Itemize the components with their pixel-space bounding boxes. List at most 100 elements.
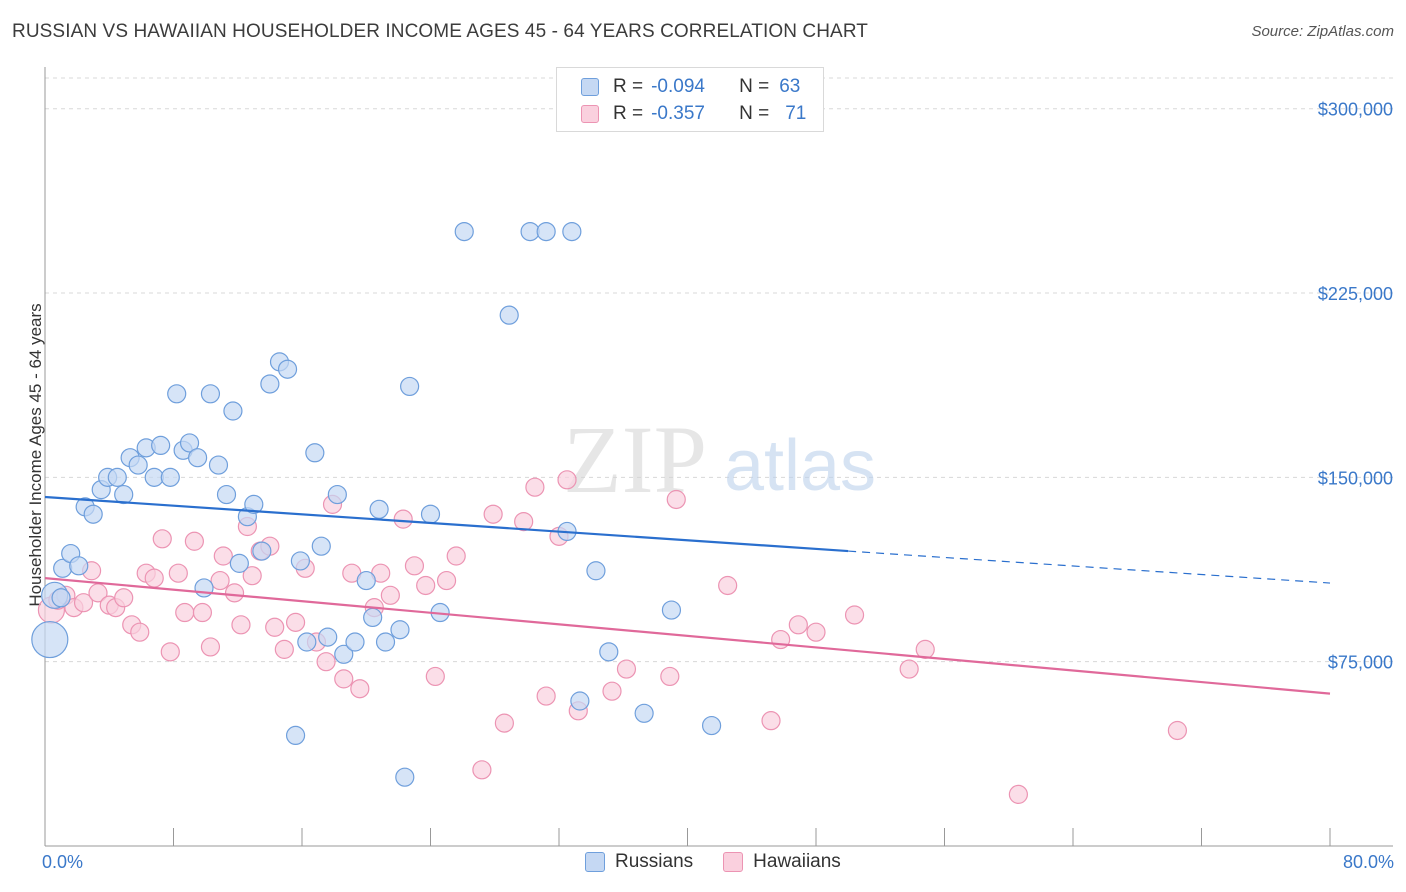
russians-point — [363, 607, 383, 628]
russians-point — [208, 455, 229, 475]
russians-point — [454, 222, 474, 242]
y-tick-label: $300,000 — [1318, 100, 1393, 120]
y-tick-labels: $75,000 $150,000 $225,000 $300,000 — [1318, 100, 1393, 673]
hawaiians-point — [316, 652, 336, 672]
chart-source: Source: ZipAtlas.com — [1251, 23, 1394, 40]
series-swatch-russians — [585, 852, 605, 872]
russians-point — [297, 632, 317, 652]
russians-point — [200, 384, 221, 404]
russians-point — [536, 222, 556, 242]
russians-point — [128, 455, 148, 475]
series-legend-russians: Russians — [585, 851, 693, 873]
russians-trendline-extension — [848, 550, 1331, 584]
series-label-hawaiians: Hawaiians — [753, 851, 841, 872]
legend-n-value-russians: 63 — [779, 76, 801, 97]
legend-r-value-hawaiians: -0.357 — [651, 103, 705, 124]
legend-n-label: N = — [739, 103, 770, 124]
russians-point — [285, 725, 306, 746]
hawaiians-point — [666, 489, 686, 510]
hawaiians-point — [425, 666, 445, 687]
russians-point — [356, 570, 376, 591]
russians-point — [277, 359, 298, 379]
hawaiians-point — [334, 669, 354, 689]
russians-point — [334, 644, 354, 664]
hawaiians-point — [152, 529, 172, 549]
hawaiians-point — [718, 575, 738, 596]
hawaiians-point — [602, 681, 622, 701]
russians-point — [194, 578, 214, 598]
hawaiians-point — [393, 509, 413, 529]
hawaiians-point — [536, 686, 556, 706]
legend-row-russians: R = -0.094 N = 63 — [581, 74, 800, 100]
russians-point — [395, 767, 415, 787]
hawaiians-point — [525, 477, 545, 497]
y-tick-label: $225,000 — [1318, 284, 1393, 304]
hawaiians-point — [274, 639, 294, 659]
hawaiians-point — [242, 566, 262, 586]
hawaiians-point — [616, 659, 637, 679]
russians-trendline — [44, 495, 849, 553]
russians-point — [420, 504, 441, 524]
hawaiians-point — [350, 679, 370, 699]
trendlines — [44, 495, 1331, 695]
hawaiians-point — [844, 605, 865, 625]
russians-point — [151, 435, 171, 456]
hawaiians-point — [224, 583, 245, 603]
russians-point — [260, 374, 280, 394]
chart-title: RUSSIAN VS HAWAIIAN HOUSEHOLDER INCOME A… — [12, 21, 869, 42]
russians-point — [179, 433, 200, 453]
russians-point — [400, 376, 420, 397]
russians-point — [252, 541, 272, 561]
hawaiians-point — [213, 546, 233, 566]
legend-n-label: N = — [739, 76, 770, 97]
russians-point — [290, 551, 310, 571]
hawaiians-point — [660, 666, 680, 687]
russians-point — [167, 384, 187, 404]
russians-point — [244, 494, 264, 514]
russians-point — [375, 632, 396, 652]
hawaiians-point — [380, 585, 400, 605]
watermark-atlas: atlas — [724, 426, 876, 506]
hawaiians-point — [168, 563, 188, 583]
hawaiians-point — [73, 593, 94, 613]
legend-r-label: R = — [613, 76, 644, 97]
russians-point — [520, 222, 540, 242]
russians-point — [390, 620, 410, 640]
russians-points — [31, 222, 722, 787]
russians-point — [83, 504, 103, 524]
hawaiians-point — [285, 612, 306, 632]
russians-point — [114, 484, 134, 505]
series-label-russians: Russians — [615, 851, 694, 872]
russians-point — [216, 484, 237, 505]
hawaiians-points — [37, 470, 1188, 804]
series-swatch-hawaiians — [723, 852, 744, 872]
russians-point — [369, 499, 389, 519]
hawaiians-point — [494, 713, 514, 733]
russians-point — [107, 467, 127, 487]
russians-point — [327, 484, 347, 505]
russians-point — [229, 553, 249, 573]
hawaiians-point — [761, 711, 781, 731]
russians-point — [570, 691, 590, 711]
series-legend: Russians Hawaiians — [585, 851, 871, 873]
legend-swatch-hawaiians — [581, 105, 599, 123]
russians-point — [187, 448, 208, 468]
hawaiians-point — [483, 504, 503, 524]
hawaiians-point — [416, 575, 436, 596]
hawaiians-point — [114, 588, 134, 608]
hawaiians-point — [915, 639, 935, 659]
hawaiians-point — [436, 570, 457, 591]
hawaiians-point — [899, 659, 919, 679]
hawaiians-point — [231, 615, 251, 635]
x-tick-label-max: 80.0% — [1342, 852, 1394, 872]
hawaiians-point — [200, 637, 221, 657]
hawaiians-point — [265, 617, 285, 637]
hawaiians-point — [144, 568, 164, 588]
hawaiians-point — [1008, 784, 1028, 804]
hawaiians-point — [788, 615, 808, 635]
russians-point — [144, 467, 164, 487]
hawaiians-point — [175, 602, 195, 623]
correlation-legend: R = -0.094 N = 63 R = -0.357 N = 71 — [556, 67, 824, 132]
russians-point — [701, 715, 722, 736]
russians-point — [305, 443, 325, 463]
